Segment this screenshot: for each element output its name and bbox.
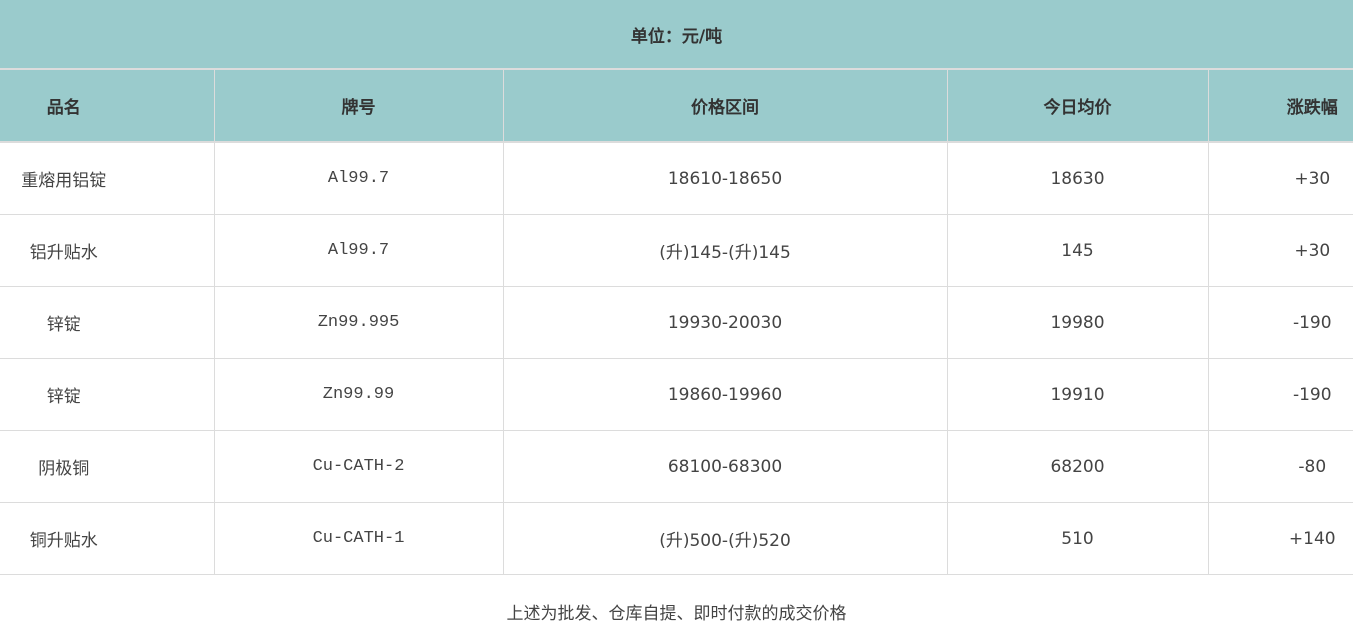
cell-change: -190 — [1207, 286, 1353, 359]
cell-change: +30 — [1207, 214, 1353, 287]
cell-avg: 18630 — [946, 141, 1209, 215]
table-row: 阴极铜 Cu-CATH-2 68100-68300 68200 -80 — [0, 430, 1353, 503]
table-row: 重熔用铝锭 Al99.7 18610-18650 18630 +30 — [0, 141, 1353, 215]
cell-range: 18610-18650 — [502, 141, 948, 215]
cell-name: 铝升贴水 — [0, 214, 215, 287]
cell-brand: Cu-CATH-1 — [213, 502, 504, 575]
cell-brand: Al99.7 — [213, 214, 504, 287]
header-change: 涨跌幅 — [1207, 68, 1353, 143]
cell-name: 重熔用铝锭 — [0, 141, 215, 215]
cell-change: +140 — [1207, 502, 1353, 575]
cell-change: -190 — [1207, 358, 1353, 431]
cell-range: 68100-68300 — [502, 430, 948, 503]
header-avg: 今日均价 — [946, 68, 1209, 143]
cell-range: (升)500-(升)520 — [502, 502, 948, 575]
cell-avg: 19980 — [946, 286, 1209, 359]
cell-name: 锌锭 — [0, 286, 215, 359]
cell-avg: 145 — [946, 214, 1209, 287]
header-row: 品名 牌号 价格区间 今日均价 涨跌幅 — [0, 68, 1353, 143]
cell-range: 19860-19960 — [502, 358, 948, 431]
footnote: 上述为批发、仓库自提、即时付款的成交价格 — [506, 604, 847, 624]
cell-avg: 19910 — [946, 358, 1209, 431]
cell-change: +30 — [1207, 141, 1353, 215]
cell-name: 阴极铜 — [0, 430, 215, 503]
header-range: 价格区间 — [502, 68, 948, 143]
cell-brand: Al99.7 — [213, 141, 504, 215]
cell-name: 锌锭 — [0, 358, 215, 431]
cell-range: 19930-20030 — [502, 286, 948, 359]
table-row: 锌锭 Zn99.99 19860-19960 19910 -190 — [0, 358, 1353, 431]
price-table: 单位：元/吨 品名 牌号 价格区间 今日均价 涨跌幅 重熔用铝锭 Al99.7 18… — [0, 0, 1353, 575]
cell-name: 铜升贴水 — [0, 502, 215, 575]
cell-avg: 68200 — [946, 430, 1209, 503]
table-row: 铜升贴水 Cu-CATH-1 (升)500-(升)520 510 +140 — [0, 502, 1353, 575]
header-brand: 牌号 — [213, 68, 504, 143]
header-name: 品名 — [0, 68, 215, 143]
cell-change: -80 — [1207, 430, 1353, 503]
unit-row: 单位：元/吨 — [0, 0, 1353, 70]
cell-brand: Zn99.99 — [213, 358, 504, 431]
table-row: 锌锭 Zn99.995 19930-20030 19980 -190 — [0, 286, 1353, 359]
cell-brand: Zn99.995 — [213, 286, 504, 359]
cell-brand: Cu-CATH-2 — [213, 430, 504, 503]
table-row: 铝升贴水 Al99.7 (升)145-(升)145 145 +30 — [0, 214, 1353, 287]
cell-avg: 510 — [946, 502, 1209, 575]
unit-title: 单位：元/吨 — [0, 0, 1353, 70]
cell-range: (升)145-(升)145 — [502, 214, 948, 287]
